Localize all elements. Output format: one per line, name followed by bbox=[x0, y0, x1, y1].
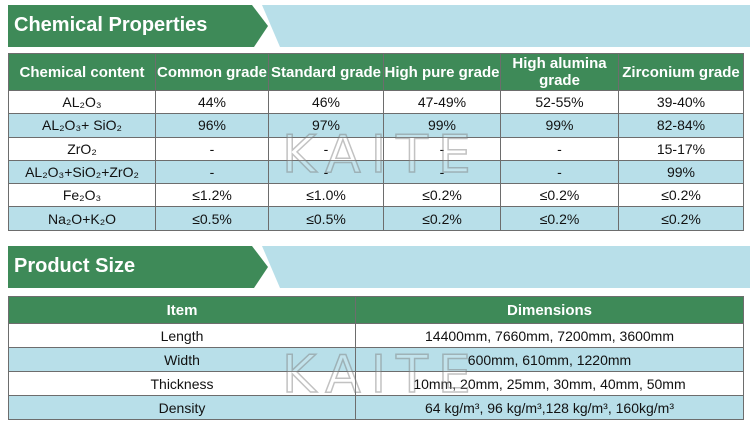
cell: Length bbox=[8, 323, 356, 348]
cell: Width bbox=[8, 347, 356, 372]
data-row: AL₂O₃+ SiO₂ 96% 97% 99% 99% 82-84% bbox=[8, 113, 744, 138]
data-row: Width 600mm, 610mm, 1220mm bbox=[8, 347, 744, 372]
cell: 82-84% bbox=[618, 113, 744, 138]
cell: ≤0.5% bbox=[268, 206, 384, 231]
cell: - bbox=[155, 159, 269, 185]
header-row: Chemical content Common grade Standard gra… bbox=[8, 53, 744, 91]
cell: 47-49% bbox=[383, 89, 501, 115]
cell: Fe₂O₃ bbox=[8, 183, 156, 208]
section-title: Product Size bbox=[14, 255, 136, 277]
header-cell: High alumina grade bbox=[500, 53, 619, 91]
header-cell: Zirconium grade bbox=[618, 53, 744, 91]
spec-table: Chemical content Common grade Standard gra… bbox=[8, 53, 744, 231]
cell: - bbox=[383, 136, 501, 161]
cell: 15-17% bbox=[618, 136, 744, 161]
cell: ≤0.2% bbox=[618, 183, 744, 208]
header-cell: High pure grade bbox=[383, 53, 501, 91]
cell: ZrO₂ bbox=[8, 136, 156, 161]
data-row: AL₂O₃ 44% 46% 47-49% 52-55% 39-40% bbox=[8, 89, 744, 115]
cell: 14400mm, 7660mm, 7200mm, 3600mm bbox=[355, 323, 744, 348]
cell: 52-55% bbox=[500, 89, 619, 115]
cell: 64 kg/m³, 96 kg/m³,128 kg/m³, 160kg/m³ bbox=[355, 395, 744, 420]
spec-table: Item Dimensions Length 14400mm, 7660mm, 720… bbox=[8, 296, 744, 420]
cell: Thickness bbox=[8, 371, 356, 396]
cell: 99% bbox=[618, 159, 744, 185]
cell: 46% bbox=[268, 89, 384, 115]
cell: AL₂O₃+ SiO₂ bbox=[8, 113, 156, 138]
cell: 99% bbox=[383, 113, 501, 138]
cell: ≤0.2% bbox=[618, 206, 744, 231]
cell: 600mm, 610mm, 1220mm bbox=[355, 347, 744, 372]
cell: ≤1.2% bbox=[155, 183, 269, 208]
header-cell: Chemical content bbox=[8, 53, 156, 91]
cell: - bbox=[268, 136, 384, 161]
cell: Na₂O+K₂O bbox=[8, 206, 156, 231]
data-row: AL₂O₃+SiO₂+ZrO₂ - - - -99% bbox=[8, 159, 744, 185]
cell: 44% bbox=[155, 89, 269, 115]
cell: 96% bbox=[155, 113, 269, 138]
cell: ≤0.2% bbox=[383, 183, 501, 208]
banner-green bbox=[8, 5, 268, 47]
header-cell: Dimensions bbox=[355, 296, 744, 324]
cell: ≤0.2% bbox=[500, 183, 619, 208]
cell: - bbox=[500, 136, 619, 161]
data-row: ZrO₂ - - - -15-17% bbox=[8, 136, 744, 161]
data-row: Thickness 10mm, 20mm, 25mm, 30mm, 40mm, 5… bbox=[8, 371, 744, 396]
cell: 99% bbox=[500, 113, 619, 138]
banner-green bbox=[8, 246, 268, 288]
section-banner bbox=[8, 5, 750, 47]
cell: AL₂O₃ bbox=[8, 89, 156, 115]
data-row: Density 64 kg/m³, 96 kg/m³,128 kg/m³, 160… bbox=[8, 395, 744, 420]
cell: ≤0.5% bbox=[155, 206, 269, 231]
section-banner bbox=[8, 246, 750, 288]
header-row: Item Dimensions bbox=[8, 296, 744, 324]
cell: ≤1.0% bbox=[268, 183, 384, 208]
cell: 97% bbox=[268, 113, 384, 138]
header-cell: Standard grade bbox=[268, 53, 384, 91]
cell: ≤0.2% bbox=[383, 206, 501, 231]
cell: Density bbox=[8, 395, 356, 420]
cell: - bbox=[383, 159, 501, 185]
cell: 39-40% bbox=[618, 89, 744, 115]
header-cell: Common grade bbox=[155, 53, 269, 91]
cell: - bbox=[268, 159, 384, 185]
header-cell: Item bbox=[8, 296, 356, 324]
banner-blue bbox=[262, 5, 750, 47]
cell: - bbox=[500, 159, 619, 185]
data-row: Fe₂O₃ ≤1.2% ≤1.0% ≤0.2% ≤0.2% ≤0.2% bbox=[8, 183, 744, 208]
cell: AL₂O₃+SiO₂+ZrO₂ bbox=[8, 159, 156, 185]
cell: - bbox=[155, 136, 269, 161]
data-row: Na₂O+K₂O ≤0.5% ≤0.5% ≤0.2% ≤0.2% ≤0.2% bbox=[8, 206, 744, 231]
data-row: Length 14400mm, 7660mm, 7200mm, 3600mm bbox=[8, 323, 744, 348]
section-title: Chemical Properties bbox=[14, 14, 208, 36]
cell: ≤0.2% bbox=[500, 206, 619, 231]
banner-blue bbox=[262, 246, 750, 288]
cell: 10mm, 20mm, 25mm, 30mm, 40mm, 50mm bbox=[355, 371, 744, 396]
